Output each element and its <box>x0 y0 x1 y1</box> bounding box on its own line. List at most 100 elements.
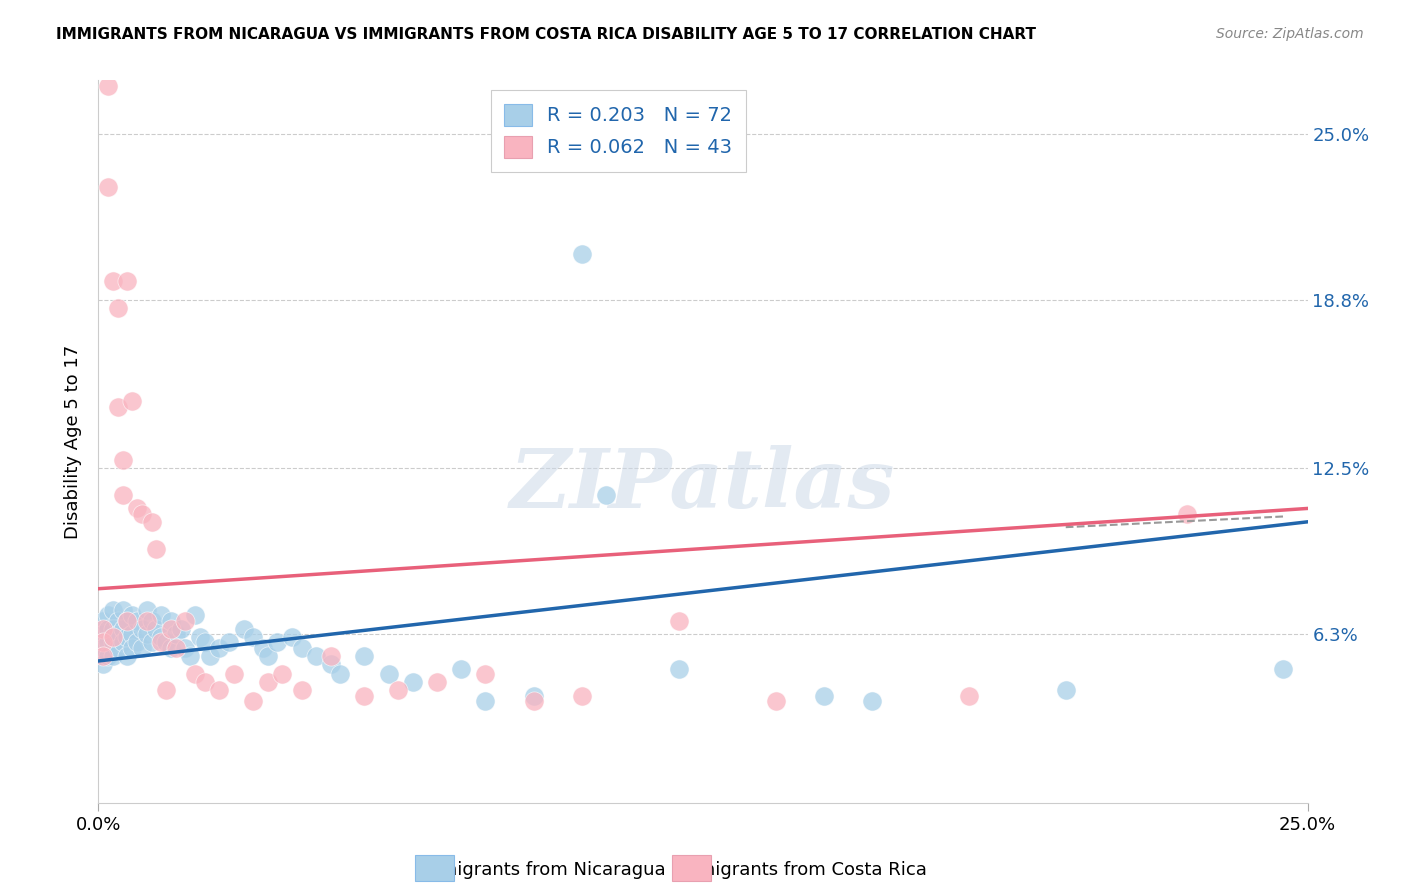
Point <box>117 630 139 644</box>
Point <box>97 635 120 649</box>
Point <box>101 622 124 636</box>
Point <box>222 667 245 681</box>
Point <box>450 662 472 676</box>
Point <box>117 648 139 663</box>
Point <box>595 488 617 502</box>
Point <box>111 603 134 617</box>
Point <box>194 635 217 649</box>
Point <box>101 648 124 663</box>
Point <box>97 608 120 623</box>
Point <box>145 622 167 636</box>
Point <box>377 667 399 681</box>
Point <box>131 640 153 655</box>
Point <box>155 683 177 698</box>
Point <box>281 630 304 644</box>
Point <box>523 689 546 703</box>
Point <box>179 648 201 663</box>
Point <box>121 640 143 655</box>
Point <box>242 694 264 708</box>
Text: Source: ZipAtlas.com: Source: ZipAtlas.com <box>1216 27 1364 41</box>
Point <box>160 622 183 636</box>
Point <box>232 622 254 636</box>
Point <box>97 648 120 663</box>
Point <box>121 627 143 641</box>
Point <box>252 640 274 655</box>
Point <box>111 635 134 649</box>
Point <box>135 614 157 628</box>
Point <box>101 630 124 644</box>
Point <box>91 640 114 655</box>
Point <box>121 394 143 409</box>
Point <box>131 622 153 636</box>
Point <box>1175 507 1198 521</box>
Text: IMMIGRANTS FROM NICARAGUA VS IMMIGRANTS FROM COSTA RICA DISABILITY AGE 5 TO 17 C: IMMIGRANTS FROM NICARAGUA VS IMMIGRANTS … <box>56 27 1036 42</box>
Text: Immigrants from Nicaragua: Immigrants from Nicaragua <box>418 861 665 879</box>
Point <box>474 667 496 681</box>
Point <box>117 614 139 628</box>
Point <box>107 400 129 414</box>
Point <box>165 627 187 641</box>
Point <box>101 274 124 288</box>
Point <box>117 614 139 628</box>
Point <box>91 648 114 663</box>
Point <box>127 614 149 628</box>
Point <box>91 622 114 636</box>
Point <box>256 648 278 663</box>
Point <box>1272 662 1295 676</box>
Point <box>121 608 143 623</box>
Point <box>184 667 207 681</box>
Point <box>208 683 231 698</box>
Point <box>271 667 294 681</box>
Point <box>571 689 593 703</box>
Text: ZIPatlas: ZIPatlas <box>510 445 896 524</box>
Point <box>523 694 546 708</box>
Point <box>91 635 114 649</box>
Point <box>97 622 120 636</box>
Point <box>91 657 114 671</box>
Point <box>111 453 134 467</box>
Point <box>91 648 114 663</box>
Point <box>174 640 197 655</box>
Point <box>141 614 163 628</box>
Point <box>387 683 409 698</box>
Point <box>160 614 183 628</box>
Point <box>107 301 129 315</box>
Point <box>97 180 120 194</box>
Point <box>127 501 149 516</box>
Legend: R = 0.203   N = 72, R = 0.062   N = 43: R = 0.203 N = 72, R = 0.062 N = 43 <box>491 90 745 172</box>
Point <box>155 635 177 649</box>
Point <box>290 683 312 698</box>
Point <box>765 694 787 708</box>
Point <box>169 622 191 636</box>
Point <box>141 635 163 649</box>
Point <box>135 627 157 641</box>
Point <box>319 648 342 663</box>
Point <box>131 507 153 521</box>
Point <box>194 675 217 690</box>
Point <box>402 675 425 690</box>
Point <box>184 608 207 623</box>
Point <box>218 635 240 649</box>
Point <box>329 667 352 681</box>
Point <box>117 274 139 288</box>
Point <box>91 614 114 628</box>
Point <box>290 640 312 655</box>
Point <box>668 662 690 676</box>
Point <box>256 675 278 690</box>
Point <box>860 694 883 708</box>
Point <box>150 635 173 649</box>
Point <box>305 648 328 663</box>
Point <box>101 635 124 649</box>
Point <box>97 78 120 93</box>
Point <box>353 689 375 703</box>
Point <box>668 614 690 628</box>
Point <box>319 657 342 671</box>
Point <box>91 627 114 641</box>
Point <box>198 648 221 663</box>
Point <box>174 614 197 628</box>
Point <box>957 689 980 703</box>
Point <box>208 640 231 655</box>
Point <box>474 694 496 708</box>
Point <box>160 640 183 655</box>
Point <box>107 627 129 641</box>
